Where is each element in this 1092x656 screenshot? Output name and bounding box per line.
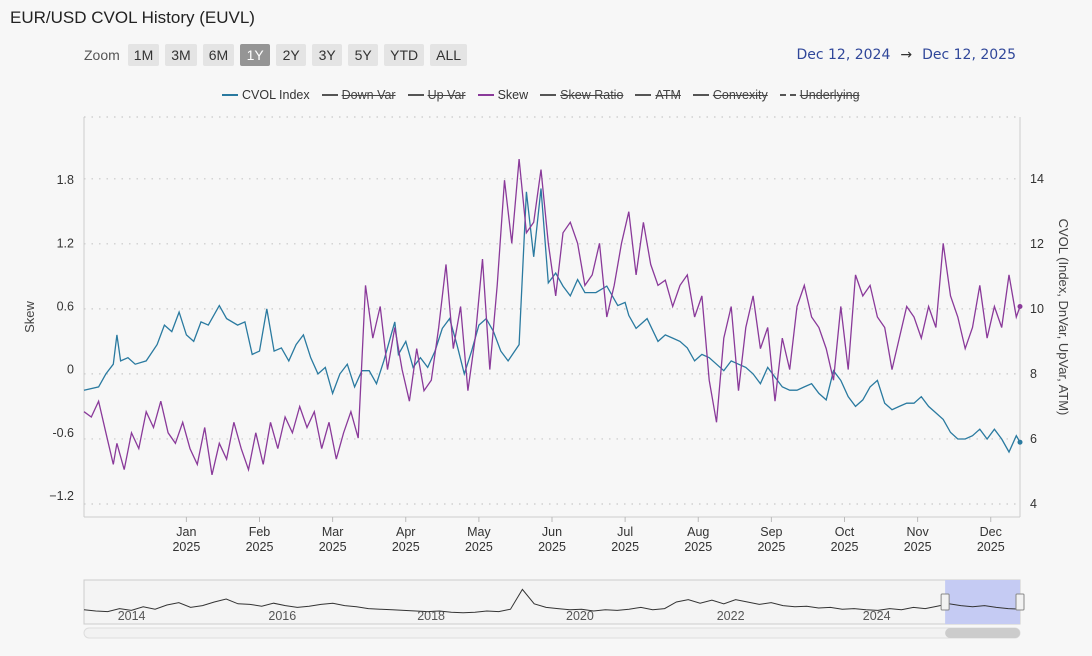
- scrollbar-track[interactable]: [83, 627, 1021, 639]
- x-tick-month-label: Nov: [907, 525, 930, 539]
- x-tick-month-label: May: [467, 525, 491, 539]
- navigator[interactable]: 2014 2016 2018 2020 2022 2024: [83, 579, 1025, 625]
- series-skew-line: [83, 159, 1021, 476]
- y-right-axis-label: CVOL (Index, DnVar, UpVar, ATM): [1056, 219, 1071, 416]
- date-range-to[interactable]: Dec 12, 2025: [922, 47, 1016, 63]
- legend-skew[interactable]: Skew: [477, 88, 528, 102]
- series-cvol-end-point: [1017, 439, 1023, 445]
- x-tick-month-label: Feb: [249, 525, 271, 539]
- y-right-tick-label: 4: [1030, 497, 1037, 511]
- legend-swatch-icon: [321, 94, 338, 96]
- legend-underlying[interactable]: Underlying: [779, 88, 860, 102]
- date-range: Dec 12, 2024 → Dec 12, 2025: [796, 47, 1016, 63]
- navigator-year-label: 2018: [417, 609, 445, 623]
- zoom-5y-button[interactable]: 5Y: [348, 44, 379, 66]
- x-tick-month-label: Sep: [760, 525, 782, 539]
- y-right-tick-label: 10: [1030, 302, 1044, 316]
- zoom-6m-button[interactable]: 6M: [202, 44, 235, 66]
- x-tick-year-label: 2025: [538, 540, 566, 554]
- y-right-tick-label: 8: [1030, 367, 1037, 381]
- x-tick-month-label: Apr: [396, 525, 415, 539]
- legend-swatch-icon: [407, 94, 424, 96]
- x-tick-month-label: Oct: [835, 525, 855, 539]
- x-tick-month-label: Jul: [617, 525, 633, 539]
- y-left-tick-label: -0.6: [52, 426, 74, 440]
- x-tick-year-label: 2025: [904, 540, 932, 554]
- y-right-tick-label: 12: [1030, 237, 1044, 251]
- x-tick-month-label: Dec: [980, 525, 1002, 539]
- x-tick-year-label: 2025: [172, 540, 200, 554]
- chart-legend: CVOL Index Down Var Up Var Skew Skew Rat…: [222, 88, 860, 102]
- legend-cvol-index[interactable]: CVOL Index: [222, 88, 310, 102]
- legend-swatch-icon: [222, 94, 238, 96]
- x-tick-year-label: 2025: [319, 540, 347, 554]
- zoom-ytd-button[interactable]: YTD: [384, 44, 425, 66]
- legend-convexity[interactable]: Convexity: [692, 88, 768, 102]
- legend-atm[interactable]: ATM: [635, 88, 681, 102]
- navigator-year-label: 2016: [268, 609, 296, 623]
- navigator-year-label: 2020: [566, 609, 594, 623]
- scrollbar[interactable]: [83, 627, 1021, 639]
- legend-up-var[interactable]: Up Var: [407, 88, 466, 102]
- y-left-tick-label: 1.2: [57, 236, 74, 250]
- x-tick-year-label: 2025: [757, 540, 785, 554]
- navigator-background: [83, 579, 1021, 625]
- x-axis-ticks: Jan2025Feb2025Mar2025Apr2025May2025Jun20…: [172, 517, 1005, 554]
- zoom-all-button[interactable]: ALL: [430, 44, 468, 66]
- x-tick-year-label: 2025: [465, 540, 493, 554]
- zoom-selector: Zoom 1M 3M 6M 1Y 2Y 3Y 5Y YTD ALL: [84, 44, 468, 66]
- navigator-left-handle[interactable]: [940, 593, 950, 611]
- navigator-year-label: 2024: [863, 609, 891, 623]
- y-left-tick-label: 0.6: [57, 299, 74, 313]
- zoom-3y-button[interactable]: 3Y: [312, 44, 343, 66]
- y-left-tick-label: 1.8: [57, 173, 74, 187]
- legend-swatch-icon: [779, 94, 796, 96]
- navigator-year-label: 2014: [118, 609, 146, 623]
- series-skew-end-point: [1017, 303, 1023, 309]
- y-left-tick-label: 0: [67, 363, 74, 377]
- navigator-year-label: 2022: [717, 609, 745, 623]
- y-left-ticks: −1.2 -0.6 0 0.6 1.2 1.8: [49, 173, 74, 503]
- date-range-from[interactable]: Dec 12, 2024: [796, 47, 891, 63]
- x-tick-month-label: Mar: [322, 525, 344, 539]
- navigator-right-handle[interactable]: [1015, 593, 1025, 611]
- y-left-axis-label: Skew: [22, 300, 37, 332]
- zoom-2y-button[interactable]: 2Y: [276, 44, 307, 66]
- x-tick-year-label: 2025: [246, 540, 274, 554]
- zoom-1y-button[interactable]: 1Y: [240, 44, 271, 66]
- y-right-ticks: 4 6 8 10 12 14: [1030, 172, 1044, 511]
- series-cvol-index-line: [83, 188, 1021, 454]
- y-right-tick-label: 6: [1030, 432, 1037, 446]
- x-tick-month-label: Jan: [176, 525, 196, 539]
- legend-down-var[interactable]: Down Var: [321, 88, 396, 102]
- legend-swatch-icon: [540, 94, 557, 96]
- x-tick-year-label: 2025: [611, 540, 639, 554]
- navigator-series-line: [83, 588, 1021, 614]
- y-right-tick-label: 14: [1030, 172, 1044, 186]
- legend-skew-ratio[interactable]: Skew Ratio: [540, 88, 623, 102]
- legend-swatch-icon: [635, 94, 652, 96]
- date-range-arrow-icon: →: [900, 47, 913, 63]
- x-tick-month-label: Jun: [542, 525, 562, 539]
- x-tick-year-label: 2025: [684, 540, 712, 554]
- x-tick-month-label: Aug: [687, 525, 709, 539]
- zoom-3m-button[interactable]: 3M: [165, 44, 197, 66]
- chart-title: EUR/USD CVOL History (EUVL): [10, 8, 255, 27]
- legend-swatch-icon: [692, 94, 709, 96]
- zoom-label: Zoom: [84, 47, 120, 63]
- grid-layer: [84, 116, 1020, 505]
- scrollbar-thumb[interactable]: [945, 628, 1020, 638]
- zoom-1m-button[interactable]: 1M: [127, 44, 160, 66]
- x-tick-year-label: 2025: [392, 540, 420, 554]
- navigator-selection[interactable]: [945, 580, 1020, 624]
- legend-swatch-icon: [477, 94, 494, 96]
- x-tick-year-label: 2025: [831, 540, 859, 554]
- y-left-tick-label: −1.2: [49, 489, 74, 503]
- x-tick-year-label: 2025: [977, 540, 1005, 554]
- navigator-year-labels: 2014 2016 2018 2020 2022 2024: [118, 609, 891, 623]
